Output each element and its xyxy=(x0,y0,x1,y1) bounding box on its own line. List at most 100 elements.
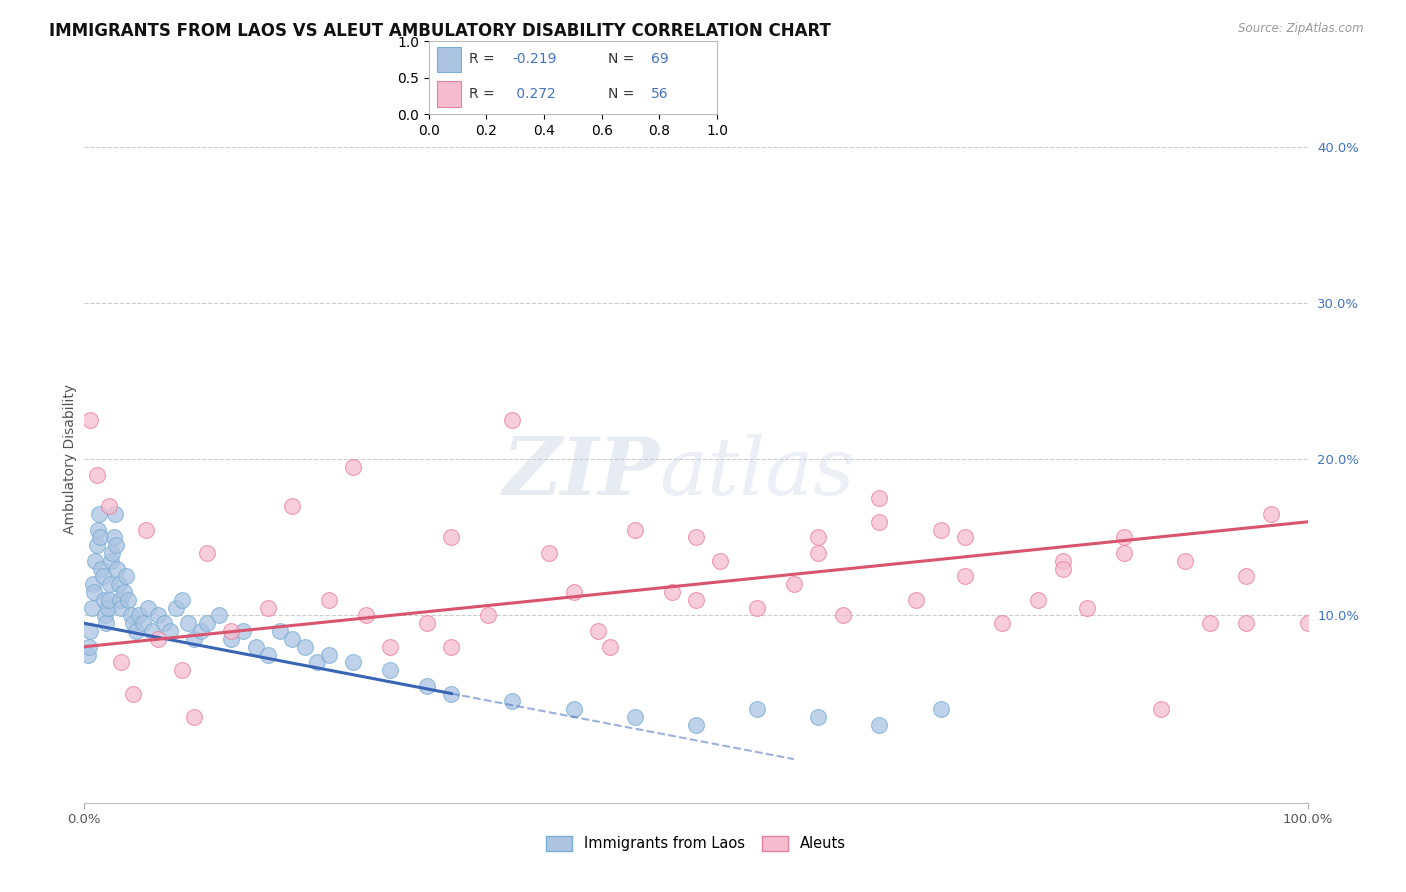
Point xyxy=(108,592,131,607)
Point xyxy=(110,600,132,615)
Point xyxy=(125,624,148,639)
Point xyxy=(281,500,304,514)
Point xyxy=(153,616,176,631)
Point xyxy=(599,640,621,654)
Point xyxy=(165,600,187,615)
Point xyxy=(86,538,108,552)
Point xyxy=(115,569,138,583)
Text: 69: 69 xyxy=(651,53,668,66)
Point xyxy=(96,616,118,631)
Point xyxy=(101,546,124,560)
Point xyxy=(342,655,364,669)
Point xyxy=(97,500,120,514)
Point xyxy=(183,710,205,724)
Point xyxy=(117,592,139,607)
Point xyxy=(82,577,104,591)
Point xyxy=(318,592,340,607)
Text: 56: 56 xyxy=(651,87,668,101)
Point xyxy=(84,554,107,568)
Point xyxy=(83,585,105,599)
Point xyxy=(685,717,707,731)
Point xyxy=(177,616,200,631)
Point xyxy=(869,515,891,529)
Point xyxy=(128,608,150,623)
Text: IMMIGRANTS FROM LAOS VS ALEUT AMBULATORY DISABILITY CORRELATION CHART: IMMIGRANTS FROM LAOS VS ALEUT AMBULATORY… xyxy=(49,22,831,40)
Point xyxy=(929,523,952,537)
Point xyxy=(380,663,402,677)
Point xyxy=(136,600,159,615)
Point xyxy=(87,507,110,521)
Point xyxy=(342,460,364,475)
Text: 0.272: 0.272 xyxy=(512,87,557,101)
Point xyxy=(953,530,976,544)
Point xyxy=(953,569,976,583)
Point xyxy=(172,592,194,607)
Point xyxy=(1236,569,1258,583)
Point xyxy=(110,655,132,669)
Text: R =: R = xyxy=(470,53,499,66)
Point xyxy=(122,687,145,701)
Point xyxy=(77,640,100,654)
Point xyxy=(905,592,928,607)
Point xyxy=(869,491,891,506)
Point xyxy=(416,679,439,693)
Point xyxy=(195,616,218,631)
Point xyxy=(79,624,101,639)
Point xyxy=(1150,702,1173,716)
Point xyxy=(122,616,145,631)
Point xyxy=(318,648,340,662)
Point xyxy=(146,608,169,623)
Point xyxy=(538,546,561,560)
Point xyxy=(103,530,125,544)
Point xyxy=(1076,600,1098,615)
Point xyxy=(502,413,524,427)
Point xyxy=(624,710,647,724)
Point xyxy=(1236,616,1258,631)
Point xyxy=(831,608,853,623)
Point xyxy=(1052,562,1074,576)
Point xyxy=(1028,592,1050,607)
Point xyxy=(991,616,1014,631)
Point xyxy=(1296,616,1319,631)
Point xyxy=(245,640,267,654)
Point xyxy=(685,592,707,607)
Point xyxy=(747,600,769,615)
Point xyxy=(87,523,110,537)
Point xyxy=(132,616,155,631)
Point xyxy=(183,632,205,646)
Point xyxy=(97,592,120,607)
Point xyxy=(869,717,891,731)
Point xyxy=(104,507,127,521)
Point xyxy=(586,624,609,639)
Point xyxy=(562,585,585,599)
Text: -0.219: -0.219 xyxy=(512,53,557,66)
Point xyxy=(232,624,254,639)
Point xyxy=(807,710,830,724)
Point xyxy=(105,538,128,552)
Point xyxy=(294,640,316,654)
Point xyxy=(269,624,291,639)
Point xyxy=(172,663,194,677)
Point xyxy=(1198,616,1220,631)
Point xyxy=(190,624,212,639)
Point xyxy=(208,608,231,623)
Point xyxy=(354,608,377,623)
Point xyxy=(661,585,683,599)
Point xyxy=(100,554,122,568)
Point xyxy=(1114,546,1136,560)
Point xyxy=(783,577,806,591)
Text: R =: R = xyxy=(470,87,499,101)
Point xyxy=(89,530,111,544)
Point xyxy=(807,546,830,560)
Text: N =: N = xyxy=(607,87,638,101)
Point xyxy=(94,608,117,623)
Point xyxy=(257,648,280,662)
Text: atlas: atlas xyxy=(659,434,855,512)
Point xyxy=(440,530,463,544)
Point xyxy=(929,702,952,716)
Text: N =: N = xyxy=(607,53,638,66)
Point xyxy=(107,577,129,591)
Point xyxy=(91,569,114,583)
FancyBboxPatch shape xyxy=(437,47,461,72)
Point xyxy=(98,577,121,591)
